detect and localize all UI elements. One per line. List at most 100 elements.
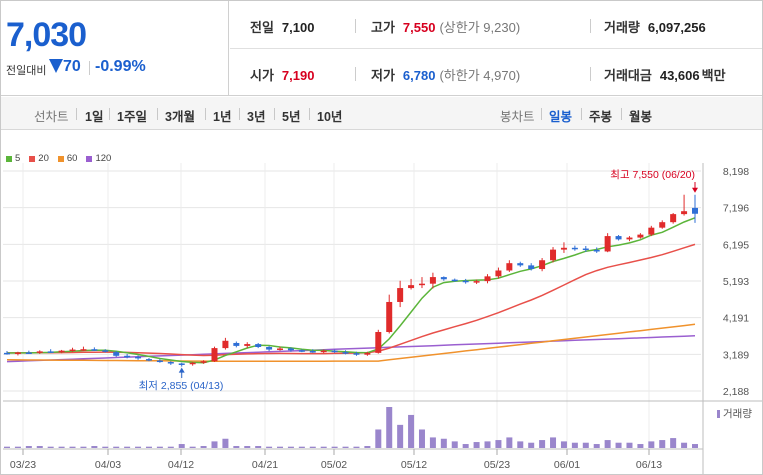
divider xyxy=(239,108,240,120)
candle-body xyxy=(47,351,54,353)
amount-value: 43,606 xyxy=(659,68,700,83)
divider xyxy=(76,108,77,120)
candle-body xyxy=(440,277,447,280)
volume-bar xyxy=(418,429,425,448)
volume-bar xyxy=(222,438,229,448)
candle-body xyxy=(211,348,218,362)
prev-close-label: 전일 xyxy=(250,20,274,35)
candle-body xyxy=(506,263,513,271)
period-weekly[interactable]: 주봉 xyxy=(589,110,613,124)
x-tick-label: 05/12 xyxy=(401,459,427,471)
candle-body xyxy=(309,351,316,353)
volume-cell: 거래량 6,097,256 xyxy=(604,17,706,36)
period-1w[interactable]: 1주일 xyxy=(117,110,147,124)
period-3m[interactable]: 3개월 xyxy=(165,110,195,124)
volume-bar xyxy=(484,441,491,448)
candle-body xyxy=(14,352,21,354)
candle-body xyxy=(375,331,382,353)
volume-bar xyxy=(560,441,567,448)
divider xyxy=(590,19,591,33)
legend-swatch xyxy=(86,155,93,162)
candle-body xyxy=(582,248,589,251)
divider xyxy=(581,108,582,120)
volume-bar xyxy=(113,446,120,448)
candle-body xyxy=(80,349,87,351)
x-tick-label: 05/23 xyxy=(484,459,510,471)
period-1y[interactable]: 1년 xyxy=(213,110,232,124)
candle-body xyxy=(637,234,644,238)
legend-label: 5 xyxy=(15,153,21,164)
volume-bar xyxy=(473,442,480,448)
legend-item-ma5: 5 xyxy=(6,153,20,164)
volume-bar xyxy=(626,442,633,448)
volume-bar xyxy=(397,424,404,448)
period-daily[interactable]: 일봉 xyxy=(549,110,573,124)
candle-body xyxy=(484,276,491,282)
period-5y[interactable]: 5년 xyxy=(282,110,301,124)
ma120-line xyxy=(6,335,696,363)
candle-body xyxy=(692,207,698,214)
candle-body xyxy=(113,352,120,356)
y-tick-label: 5,193 xyxy=(723,276,749,288)
current-price-box: 7,030 전일대비 70 -0.99% xyxy=(1,1,229,96)
divider xyxy=(274,108,275,120)
amount-cell: 거래대금 43,606 백만 xyxy=(604,65,726,84)
diff-value: 70 xyxy=(63,58,81,75)
period-1d[interactable]: 1일 xyxy=(85,110,104,124)
max-price-annotation: 최고 7,550 (06/20) xyxy=(610,169,695,181)
volume-bar xyxy=(211,441,218,448)
candle-body xyxy=(408,285,415,289)
y-tick-label: 2,188 xyxy=(723,386,749,398)
divider xyxy=(590,67,591,81)
y-tick-label: 4,191 xyxy=(723,313,749,325)
diff-rate: -0.99% xyxy=(95,58,146,75)
candle-body xyxy=(615,236,622,240)
volume-bar xyxy=(58,446,65,448)
high-value: 7,550 xyxy=(402,20,436,35)
volume-bar xyxy=(69,446,76,448)
legend-swatch xyxy=(57,155,64,162)
volume-bar xyxy=(495,440,502,448)
open-value: 7,190 xyxy=(281,68,315,83)
candle-body xyxy=(571,247,578,250)
upper-limit: (상한가 9,230) xyxy=(439,20,521,35)
volume-bar xyxy=(550,437,557,448)
open-label: 시가 xyxy=(250,68,274,83)
volume-legend-swatch xyxy=(717,410,720,418)
volume-bar xyxy=(670,438,677,448)
volume-bar xyxy=(637,444,644,448)
candle-body xyxy=(58,350,65,353)
volume-bar xyxy=(298,446,305,448)
period-3y[interactable]: 3년 xyxy=(247,110,266,124)
ma5-line xyxy=(6,217,696,364)
volume-bar xyxy=(102,446,109,448)
candle-body xyxy=(364,352,371,355)
divider xyxy=(309,108,310,120)
price-summary: 7,030 전일대비 70 -0.99% 전일 7,100 고가 7,550 (상한가… xyxy=(1,1,762,96)
candle-body xyxy=(178,363,185,365)
volume-bar xyxy=(440,438,447,448)
ma-legend: 5 20 60 120 xyxy=(6,153,111,164)
y-tick-label: 3,189 xyxy=(723,349,749,361)
candle-body xyxy=(418,283,425,286)
low-label: 저가 xyxy=(371,68,395,83)
candle-body xyxy=(222,340,229,349)
period-monthly[interactable]: 월봉 xyxy=(629,110,653,124)
volume-bar xyxy=(14,446,21,448)
x-tick-label: 04/03 xyxy=(95,459,121,471)
divider xyxy=(89,61,90,75)
period-10y[interactable]: 10년 xyxy=(317,110,343,124)
candle-body xyxy=(462,280,469,283)
ma60-line xyxy=(6,323,696,363)
ma20-line xyxy=(7,243,696,357)
candle-body xyxy=(277,348,284,350)
candle-body xyxy=(550,249,557,261)
candle-body xyxy=(266,347,273,350)
volume-bar xyxy=(255,446,262,448)
volume-bar xyxy=(36,446,43,448)
prev-close-cell: 전일 7,100 xyxy=(250,17,314,36)
volume-bar xyxy=(124,446,131,448)
volume-bar xyxy=(178,444,185,448)
divider xyxy=(205,108,206,120)
